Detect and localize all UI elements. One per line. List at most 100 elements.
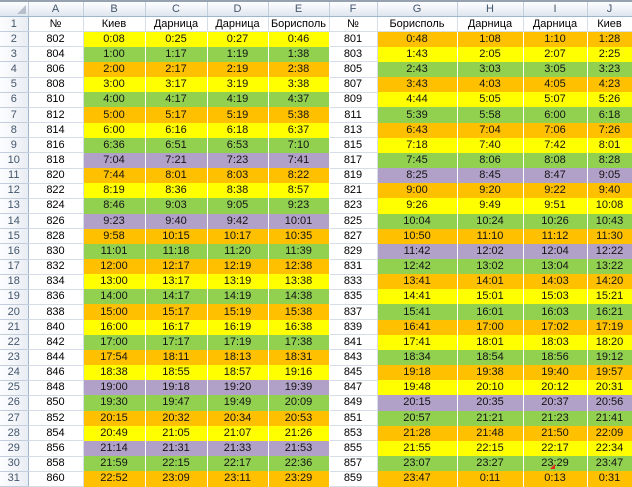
cell-A24[interactable]: 846: [28, 365, 84, 381]
cell-B5[interactable]: 3:00: [83, 77, 146, 93]
row-header-29[interactable]: 29: [0, 440, 29, 457]
cell-B14[interactable]: 9:23: [83, 213, 146, 229]
cell-B12[interactable]: 8:19: [83, 183, 146, 199]
cell-H27[interactable]: 21:21: [457, 410, 524, 426]
cell-G19[interactable]: 14:41: [377, 289, 458, 305]
row-header-12[interactable]: 12: [0, 183, 29, 199]
cell-F6[interactable]: 809: [329, 92, 378, 108]
cell-G29[interactable]: 21:55: [377, 440, 458, 457]
cell-E24[interactable]: 19:16: [268, 365, 330, 381]
row-header-13[interactable]: 13: [0, 198, 29, 215]
row-header-23[interactable]: 23: [0, 349, 29, 366]
cell-F4[interactable]: 805: [329, 61, 378, 78]
cell-J13[interactable]: 10:08: [587, 198, 632, 214]
cell-F20[interactable]: 837: [329, 304, 378, 321]
cell-F16[interactable]: 829: [329, 243, 378, 260]
cell-B23[interactable]: 17:54: [83, 349, 146, 366]
cell-I29[interactable]: 22:17: [523, 440, 588, 457]
cell-E2[interactable]: 0:46: [268, 31, 330, 47]
cell-G28[interactable]: 21:28: [377, 425, 458, 441]
column-header-B[interactable]: B: [83, 2, 146, 17]
row-header-21[interactable]: 21: [0, 319, 29, 336]
cell-A20[interactable]: 838: [28, 304, 84, 321]
cell-F18[interactable]: 833: [329, 274, 378, 290]
cell-D23[interactable]: 18:13: [207, 349, 269, 366]
cell-F7[interactable]: 811: [329, 107, 378, 124]
cell-E4[interactable]: 2:38: [268, 61, 330, 78]
cell-J10[interactable]: 8:28: [587, 152, 632, 169]
cell-A29[interactable]: 856: [28, 440, 84, 457]
cell-B4[interactable]: 2:00: [83, 61, 146, 78]
row-header-5[interactable]: 5: [0, 77, 29, 93]
cell-E9[interactable]: 7:10: [268, 137, 330, 153]
cell-C27[interactable]: 20:32: [145, 410, 208, 426]
cell-E23[interactable]: 18:31: [268, 349, 330, 366]
cell-I1[interactable]: Дарница: [523, 16, 588, 33]
column-header-E[interactable]: E: [268, 2, 330, 17]
row-header-6[interactable]: 6: [0, 92, 29, 108]
cell-F23[interactable]: 843: [329, 349, 378, 366]
cell-H30[interactable]: 23:27: [457, 456, 524, 472]
cell-H4[interactable]: 3:03: [457, 61, 524, 78]
cell-H29[interactable]: 22:15: [457, 440, 524, 457]
cell-D14[interactable]: 9:42: [207, 213, 269, 229]
cell-H6[interactable]: 5:05: [457, 92, 524, 108]
select-all-corner[interactable]: [0, 2, 29, 17]
cell-D7[interactable]: 5:19: [207, 107, 269, 123]
cell-B18[interactable]: 13:00: [83, 274, 146, 290]
cell-A18[interactable]: 834: [28, 274, 84, 290]
cell-H22[interactable]: 18:01: [457, 334, 524, 350]
cell-E16[interactable]: 11:39: [268, 243, 330, 259]
column-header-D[interactable]: D: [207, 2, 269, 17]
cell-B2[interactable]: 0:08: [83, 31, 146, 47]
cell-I10[interactable]: 8:08: [523, 152, 588, 169]
cell-H11[interactable]: 8:45: [457, 168, 524, 184]
cell-A6[interactable]: 810: [28, 92, 84, 108]
cell-E27[interactable]: 20:53: [268, 410, 330, 426]
cell-J4[interactable]: 3:23: [587, 61, 632, 78]
row-header-17[interactable]: 17: [0, 259, 29, 275]
row-header-20[interactable]: 20: [0, 304, 29, 321]
cell-A17[interactable]: 832: [28, 259, 84, 275]
cell-B30[interactable]: 21:59: [83, 456, 146, 472]
cell-G8[interactable]: 6:43: [377, 122, 458, 138]
cell-C16[interactable]: 11:18: [145, 243, 208, 259]
cell-I3[interactable]: 2:07: [523, 46, 588, 62]
cell-J23[interactable]: 19:12: [587, 349, 632, 366]
cell-J26[interactable]: 20:56: [587, 395, 632, 411]
cell-I12[interactable]: 9:22: [523, 183, 588, 199]
cell-A7[interactable]: 812: [28, 107, 84, 124]
column-header-A[interactable]: A: [28, 2, 84, 17]
cell-H3[interactable]: 2:05: [457, 46, 524, 62]
cell-J6[interactable]: 5:26: [587, 92, 632, 108]
cell-J18[interactable]: 14:20: [587, 274, 632, 290]
cell-D17[interactable]: 12:19: [207, 259, 269, 275]
cell-J11[interactable]: 9:05: [587, 168, 632, 184]
cell-E8[interactable]: 6:37: [268, 122, 330, 138]
row-header-3[interactable]: 3: [0, 46, 29, 63]
cell-D15[interactable]: 10:17: [207, 228, 269, 244]
cell-H28[interactable]: 21:48: [457, 425, 524, 441]
cell-B20[interactable]: 15:00: [83, 304, 146, 320]
cell-A15[interactable]: 828: [28, 228, 84, 245]
cell-D2[interactable]: 0:27: [207, 31, 269, 47]
cell-J29[interactable]: 22:34: [587, 440, 632, 457]
cell-D13[interactable]: 9:05: [207, 198, 269, 214]
cell-J17[interactable]: 13:22: [587, 259, 632, 275]
cell-E14[interactable]: 10:01: [268, 213, 330, 229]
row-header-11[interactable]: 11: [0, 168, 29, 184]
cell-F3[interactable]: 803: [329, 46, 378, 63]
cell-C26[interactable]: 19:47: [145, 395, 208, 411]
cell-G21[interactable]: 16:41: [377, 319, 458, 335]
cell-F24[interactable]: 845: [329, 365, 378, 381]
cell-I7[interactable]: 6:00: [523, 107, 588, 123]
cell-A11[interactable]: 820: [28, 168, 84, 184]
row-header-14[interactable]: 14: [0, 213, 29, 230]
cell-D5[interactable]: 3:19: [207, 77, 269, 93]
cell-C31[interactable]: 23:09: [145, 471, 208, 487]
cell-D10[interactable]: 7:23: [207, 152, 269, 169]
cell-D16[interactable]: 11:20: [207, 243, 269, 259]
cell-J19[interactable]: 15:21: [587, 289, 632, 305]
column-header-I[interactable]: I: [523, 2, 588, 17]
cell-E25[interactable]: 19:39: [268, 380, 330, 396]
